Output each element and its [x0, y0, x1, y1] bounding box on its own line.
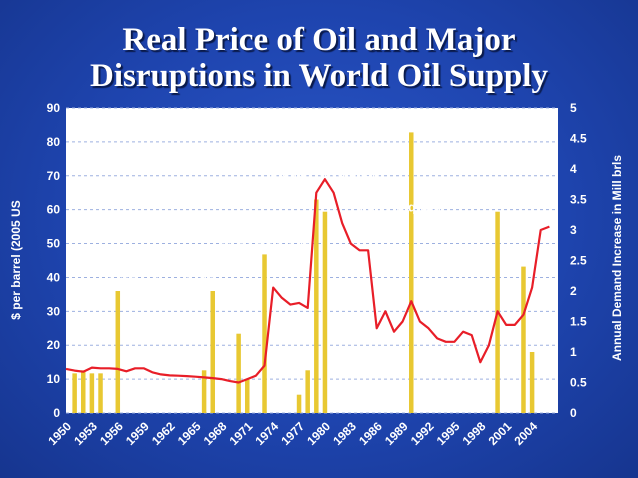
x-tick-label: 2004: [511, 419, 540, 448]
demand-bar: [296, 394, 302, 413]
annotation-label: OPEC Embargo: [218, 233, 311, 247]
right-tick-label: 0: [570, 406, 577, 420]
left-tick-label: 10: [47, 372, 61, 386]
left-axis-title: $ per barrel (2005 US: [9, 200, 23, 319]
left-tick-label: 60: [47, 203, 61, 217]
left-tick-label: 50: [47, 237, 61, 251]
demand-bar: [322, 211, 328, 413]
x-tick-label: 1959: [123, 419, 152, 448]
demand-bar: [314, 199, 319, 413]
right-tick-label: 3.5: [570, 193, 587, 207]
x-tick-label: 1974: [252, 419, 281, 448]
annotation-label: Iran / Iraq War: [359, 200, 442, 214]
x-tick-label: 1989: [382, 419, 411, 448]
left-axis-ticks: 0 10 20 30 40 50 60 70 80 90: [47, 101, 61, 420]
x-tick-label: 2001: [486, 419, 515, 448]
right-tick-label: 1: [570, 345, 577, 359]
x-axis-ticks: 1950195319561959196219651968197119741977…: [45, 419, 540, 448]
chart-title-line-1: Real Price of Oil and Major: [122, 22, 516, 58]
x-tick-label: 1986: [356, 419, 385, 448]
demand-bar: [81, 370, 86, 413]
demand-bar: [409, 132, 414, 413]
demand-bar: [245, 379, 250, 413]
x-tick-label: 1956: [97, 419, 126, 448]
x-tick-label: 1962: [149, 419, 178, 448]
left-tick-label: 30: [47, 304, 61, 318]
demand-bar: [89, 373, 95, 413]
x-tick-label: 1971: [227, 419, 256, 448]
annotation-label: 6 Days: [175, 266, 215, 280]
annotations: Suez War 6 Days OPEC Embargo Iranian Revolu…: [107, 112, 450, 280]
x-tick-label: 1950: [45, 419, 74, 448]
right-tick-label: 1.5: [570, 315, 587, 329]
right-tick-label: 2: [570, 284, 577, 298]
annotation-label: Iranian Revolution: [270, 166, 379, 180]
demand-bar: [529, 352, 535, 413]
right-tick-label: 4: [570, 162, 577, 176]
x-tick-label: 1977: [278, 419, 307, 448]
demand-bar: [201, 370, 207, 413]
annotation-label: Suez War: [107, 266, 163, 280]
x-tick-label: 1992: [408, 419, 437, 448]
right-tick-label: 5: [570, 101, 577, 115]
demand-bar: [236, 333, 241, 413]
right-axis-ticks: 0 0.5 1 1.5 2 2.5 3 3.5 4 4.5 5: [570, 101, 587, 420]
demand-bar: [98, 373, 103, 413]
demand-bar: [210, 291, 215, 413]
demand-bar: [262, 254, 267, 413]
x-tick-label: 1965: [175, 419, 204, 448]
right-tick-label: 0.5: [570, 376, 587, 390]
right-axis-title: Annual Demand Increase in Mill brls: [610, 155, 624, 361]
left-tick-label: 70: [47, 169, 61, 183]
left-tick-label: 40: [47, 270, 61, 284]
x-tick-label: 1998: [460, 419, 489, 448]
x-tick-label: 1995: [434, 419, 463, 448]
demand-bar: [521, 266, 526, 413]
left-tick-label: 90: [47, 101, 61, 115]
right-tick-label: 4.5: [570, 132, 587, 146]
left-tick-label: 20: [47, 338, 61, 352]
right-tick-label: 3: [570, 223, 577, 237]
left-tick-label: 0: [53, 406, 60, 420]
price-line: [65, 178, 550, 384]
demand-bar: [115, 291, 121, 413]
annotation-label: Gulf War: [398, 112, 450, 126]
x-tick-label: 1980: [304, 419, 333, 448]
x-tick-label: 1983: [330, 419, 359, 448]
demand-bar: [72, 373, 77, 413]
right-tick-label: 2.5: [570, 254, 587, 268]
chart-title-line-2: Disruptions in World Oil Supply: [90, 58, 548, 94]
demand-bar: [305, 370, 310, 413]
left-tick-label: 80: [47, 135, 61, 149]
x-tick-label: 1968: [201, 419, 230, 448]
chart-title: Real Price of Oil and Major Disruptions …: [0, 22, 638, 94]
x-tick-label: 1953: [71, 419, 100, 448]
